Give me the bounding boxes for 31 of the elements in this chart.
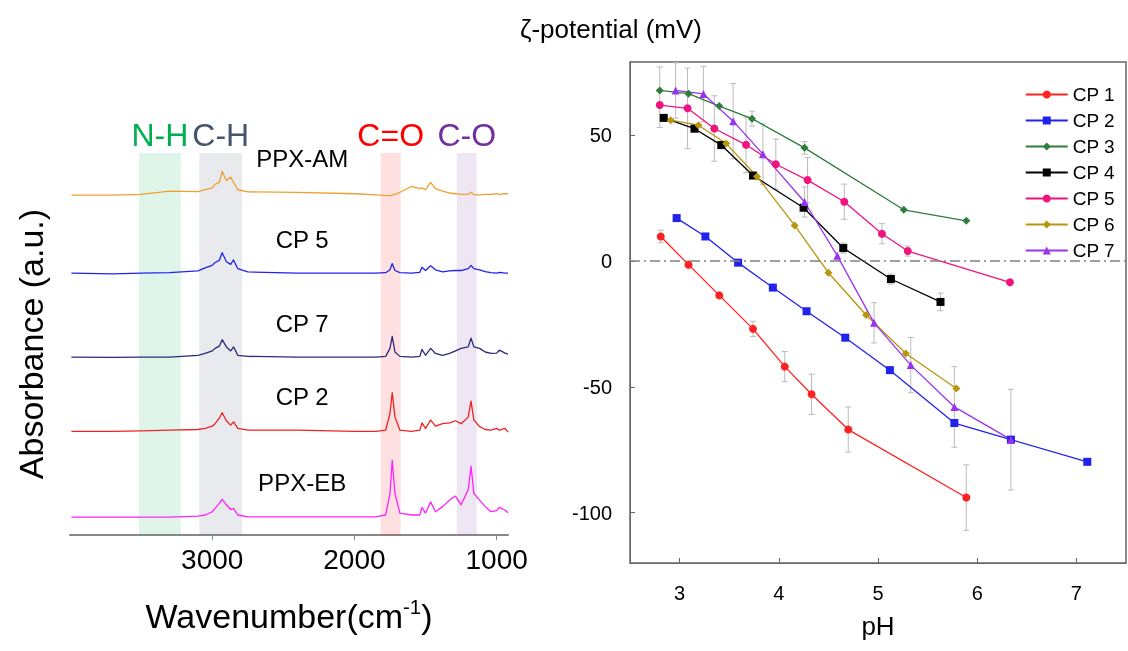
y-tick-label: 0 [600, 249, 612, 272]
y-axis-title: ζ-potential (mV) [520, 14, 702, 44]
x-tick-label: 3 [674, 582, 686, 604]
x-tick-label: 1000 [465, 543, 528, 575]
legend-label: CP 1 [1072, 84, 1115, 105]
band-label: C-O [437, 117, 497, 153]
x-tick-label: 6 [971, 582, 983, 604]
legend-label: CP 7 [1072, 240, 1115, 261]
band-label: C=O [357, 117, 425, 153]
x-tick-label: 2000 [323, 543, 386, 575]
x-tick-label: 7 [1070, 582, 1082, 604]
y-tick-label: -100 [571, 501, 612, 524]
y-tick-label: 50 [589, 124, 612, 147]
band-label: N-H [131, 117, 189, 153]
series-label: CP 7 [275, 309, 329, 337]
x-axis-title: pH [861, 611, 895, 641]
series-label: PPX-EB [258, 469, 347, 497]
x-tick-label: 5 [872, 582, 884, 604]
y-tick-label: -50 [583, 375, 612, 398]
legend-label: CP 6 [1072, 214, 1115, 235]
x-tick-label: 3000 [181, 543, 244, 575]
band-label: C-H [192, 117, 250, 153]
legend-label: CP 3 [1072, 136, 1115, 157]
series-label: CP 2 [275, 382, 329, 410]
legend-label: CP 2 [1072, 110, 1115, 131]
series-label: CP 5 [275, 225, 329, 253]
y-axis-title: Absorbance (a.u.) [12, 208, 50, 480]
series-label: PPX-AM [256, 144, 349, 172]
legend-label: CP 4 [1072, 162, 1116, 183]
x-tick-label: 4 [773, 582, 785, 604]
legend-label: CP 5 [1072, 188, 1115, 209]
